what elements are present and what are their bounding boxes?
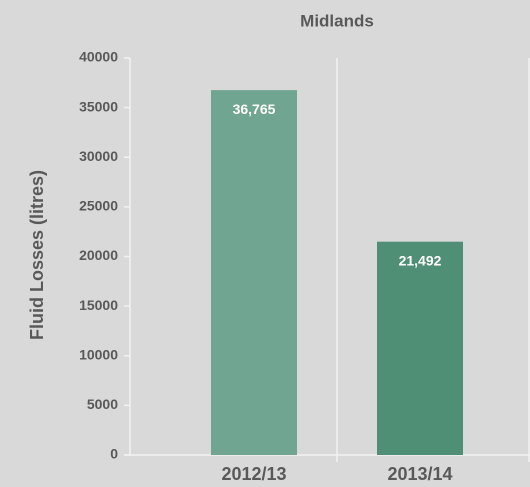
y-tick-label: 10000 (79, 346, 118, 362)
y-tick-label: 15000 (79, 297, 118, 313)
value-label: 21,492 (399, 252, 442, 268)
y-tick-label: 40000 (79, 49, 118, 65)
x-tick-label: 2013/14 (387, 464, 452, 484)
y-tick-label: 5000 (87, 396, 118, 412)
y-tick-label: 25000 (79, 198, 118, 214)
y-axis-label: Fluid Losses (litres) (27, 170, 47, 340)
bar (377, 241, 463, 455)
bar (211, 90, 297, 456)
x-tick-label: 2012/13 (221, 464, 286, 484)
chart-title: Midlands (300, 11, 374, 30)
value-label: 36,765 (233, 101, 276, 117)
y-tick-label: 20000 (79, 247, 118, 263)
y-tick-label: 30000 (79, 148, 118, 164)
y-tick-label: 35000 (79, 98, 118, 114)
y-tick-label: 0 (110, 446, 118, 462)
